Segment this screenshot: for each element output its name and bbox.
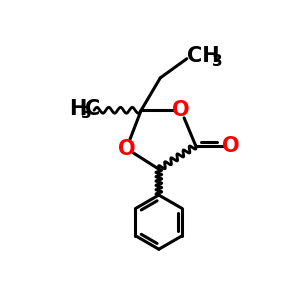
Text: O: O bbox=[222, 136, 240, 156]
Text: 3: 3 bbox=[81, 106, 92, 121]
Text: O: O bbox=[118, 139, 135, 158]
Text: O: O bbox=[172, 100, 190, 120]
Text: CH: CH bbox=[187, 46, 219, 66]
Text: H: H bbox=[69, 99, 86, 119]
Text: C: C bbox=[85, 99, 100, 119]
Text: 3: 3 bbox=[212, 54, 223, 69]
